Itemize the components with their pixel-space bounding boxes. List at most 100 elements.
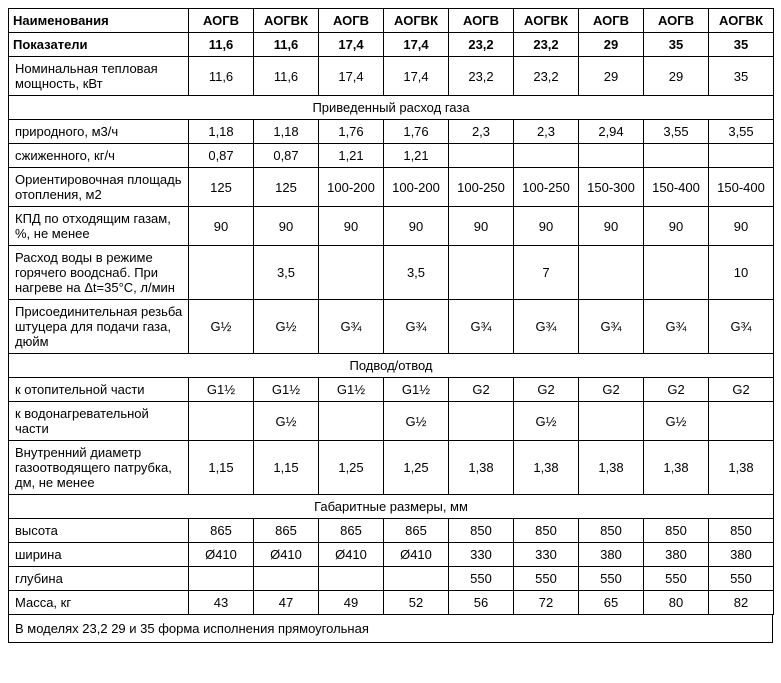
cell-value: [579, 402, 644, 441]
table-row: Подвод/отвод: [9, 354, 774, 378]
model-bot-7: 35: [644, 33, 709, 57]
cell-value: [709, 144, 774, 168]
cell-value: 150-400: [644, 168, 709, 207]
cell-value: G¾: [709, 300, 774, 354]
cell-value: G1½: [384, 378, 449, 402]
cell-value: 865: [189, 519, 254, 543]
cell-value: 1,25: [384, 441, 449, 495]
model-top-8: АОГВК: [709, 9, 774, 33]
cell-value: 0,87: [189, 144, 254, 168]
cell-value: [514, 144, 579, 168]
table-row: Номинальная тепловая мощность, кВт11,611…: [9, 57, 774, 96]
cell-value: 90: [189, 207, 254, 246]
cell-value: 90: [384, 207, 449, 246]
model-bot-5: 23,2: [514, 33, 579, 57]
model-bot-6: 29: [579, 33, 644, 57]
cell-value: 1,76: [319, 120, 384, 144]
cell-value: 90: [514, 207, 579, 246]
cell-value: 3,5: [254, 246, 319, 300]
model-top-0: АОГВ: [189, 9, 254, 33]
row-label: высота: [9, 519, 189, 543]
row-label: Внутренний диаметр газоотводящего патруб…: [9, 441, 189, 495]
cell-value: [319, 567, 384, 591]
cell-value: 330: [514, 543, 579, 567]
cell-value: 90: [644, 207, 709, 246]
row-label: к водонагревательной части: [9, 402, 189, 441]
cell-value: 550: [644, 567, 709, 591]
cell-value: G¾: [449, 300, 514, 354]
cell-value: 380: [709, 543, 774, 567]
cell-value: Ø410: [254, 543, 319, 567]
cell-value: 2,3: [514, 120, 579, 144]
cell-value: 11,6: [254, 57, 319, 96]
cell-value: [449, 402, 514, 441]
table-row: высота865865865865850850850850850: [9, 519, 774, 543]
cell-value: 1,76: [384, 120, 449, 144]
cell-value: [189, 402, 254, 441]
cell-value: 1,21: [384, 144, 449, 168]
cell-value: 52: [384, 591, 449, 615]
cell-value: 43: [189, 591, 254, 615]
table-row: природного, м3/ч1,181,181,761,762,32,32,…: [9, 120, 774, 144]
cell-value: 380: [644, 543, 709, 567]
cell-value: 90: [449, 207, 514, 246]
cell-value: G1½: [254, 378, 319, 402]
cell-value: 1,38: [449, 441, 514, 495]
spec-table: Наименования АОГВ АОГВК АОГВ АОГВК АОГВ …: [8, 8, 774, 615]
cell-value: 850: [709, 519, 774, 543]
cell-value: 100-200: [319, 168, 384, 207]
cell-value: 100-200: [384, 168, 449, 207]
cell-value: G2: [514, 378, 579, 402]
cell-value: 3,5: [384, 246, 449, 300]
cell-value: [579, 144, 644, 168]
cell-value: G2: [579, 378, 644, 402]
cell-value: G2: [644, 378, 709, 402]
cell-value: G¾: [319, 300, 384, 354]
model-top-5: АОГВК: [514, 9, 579, 33]
cell-value: 3,55: [709, 120, 774, 144]
cell-value: 56: [449, 591, 514, 615]
table-row: Габаритные размеры, мм: [9, 495, 774, 519]
cell-value: Ø410: [384, 543, 449, 567]
cell-value: G½: [189, 300, 254, 354]
cell-value: G¾: [644, 300, 709, 354]
cell-value: G¾: [384, 300, 449, 354]
row-label: Присоединительная резьба штуцера для под…: [9, 300, 189, 354]
cell-value: 82: [709, 591, 774, 615]
table-row: Ориентировочная площадь отопления, м2125…: [9, 168, 774, 207]
cell-value: [254, 567, 319, 591]
cell-value: G½: [384, 402, 449, 441]
cell-value: 23,2: [449, 57, 514, 96]
model-top-6: АОГВ: [579, 9, 644, 33]
cell-value: 865: [384, 519, 449, 543]
cell-value: 330: [449, 543, 514, 567]
table-row: КПД по отходящим газам, %, не менее90909…: [9, 207, 774, 246]
cell-value: [449, 144, 514, 168]
model-bot-8: 35: [709, 33, 774, 57]
cell-value: 23,2: [514, 57, 579, 96]
section-header: Приведенный расход газа: [9, 96, 774, 120]
cell-value: 0,87: [254, 144, 319, 168]
cell-value: G½: [254, 300, 319, 354]
cell-value: 550: [709, 567, 774, 591]
cell-value: 7: [514, 246, 579, 300]
cell-value: [709, 402, 774, 441]
cell-value: G1½: [319, 378, 384, 402]
cell-value: G1½: [189, 378, 254, 402]
row-label: Номинальная тепловая мощность, кВт: [9, 57, 189, 96]
section-header: Подвод/отвод: [9, 354, 774, 378]
cell-value: Ø410: [319, 543, 384, 567]
cell-value: 80: [644, 591, 709, 615]
model-top-1: АОГВК: [254, 9, 319, 33]
cell-value: 550: [579, 567, 644, 591]
cell-value: 1,15: [189, 441, 254, 495]
footnote: В моделях 23,2 29 и 35 форма исполнения …: [8, 615, 773, 643]
header-row-2: Показатели 11,6 11,6 17,4 17,4 23,2 23,2…: [9, 33, 774, 57]
cell-value: 3,55: [644, 120, 709, 144]
cell-value: 1,18: [254, 120, 319, 144]
cell-value: 550: [514, 567, 579, 591]
cell-value: G2: [449, 378, 514, 402]
row-label: Расход воды в режиме горячего воодснаб. …: [9, 246, 189, 300]
cell-value: [579, 246, 644, 300]
cell-value: 850: [644, 519, 709, 543]
